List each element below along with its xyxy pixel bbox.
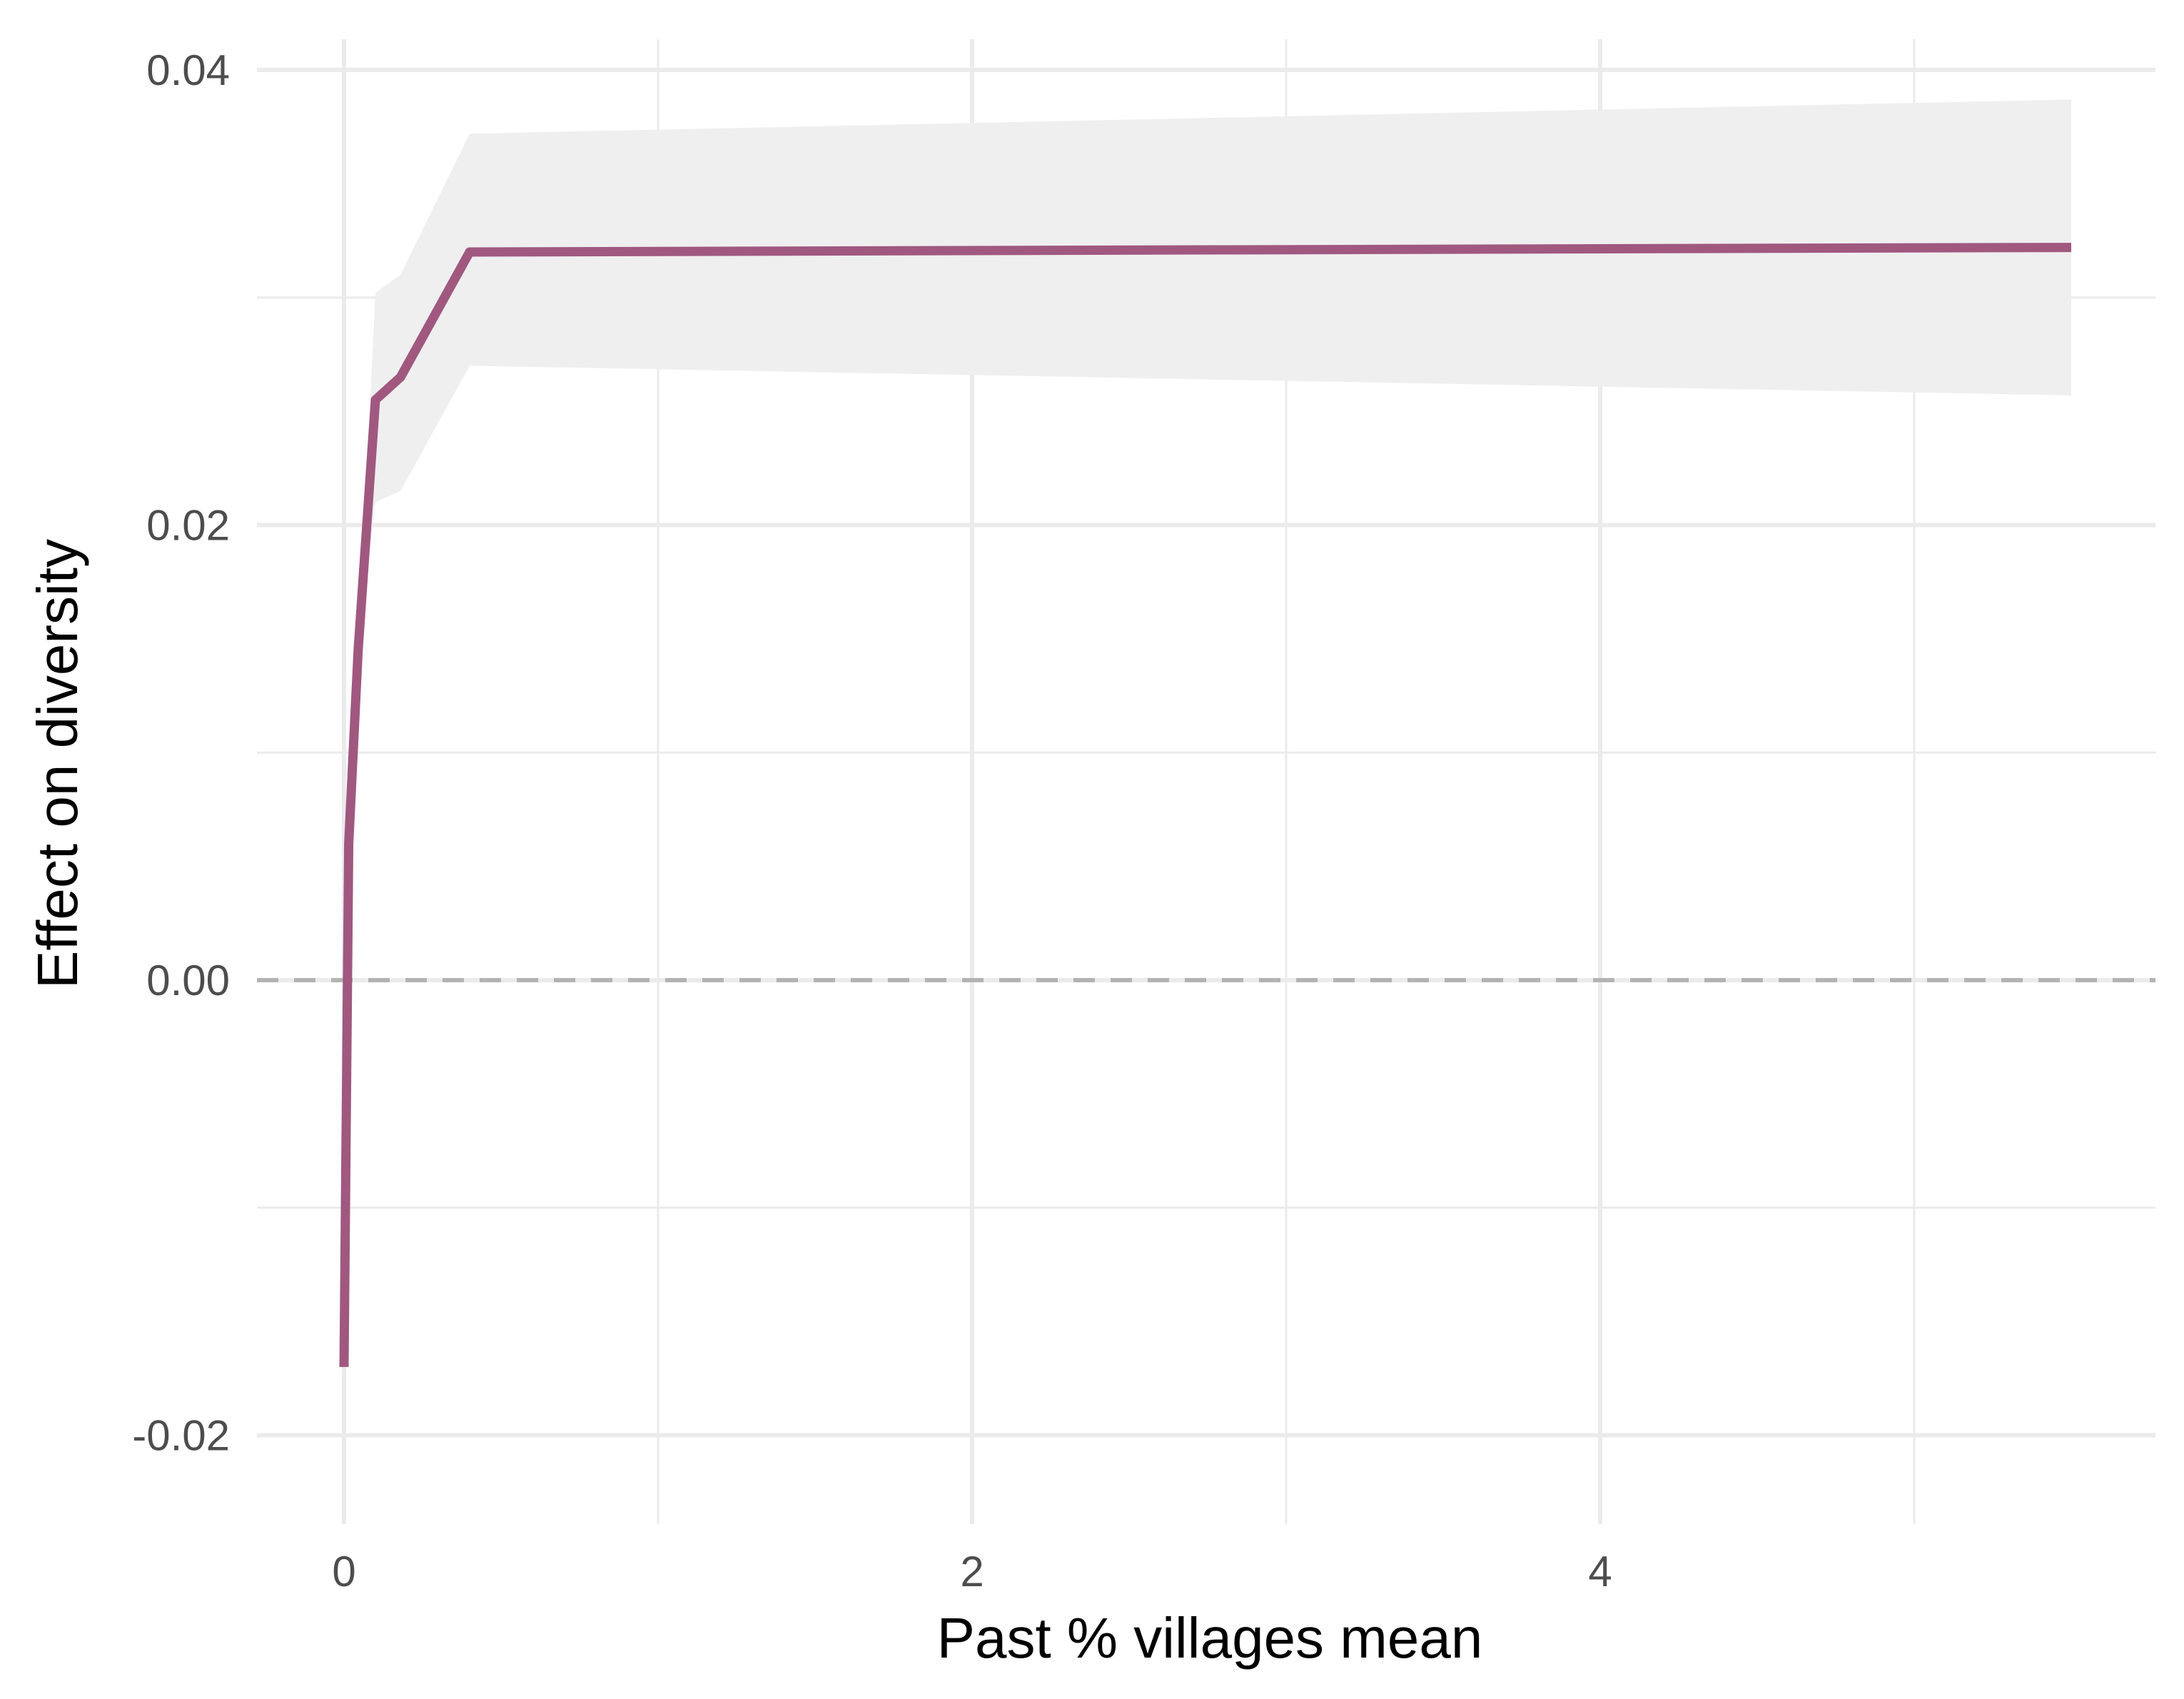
series-line bbox=[339, 243, 2072, 1367]
y-tick-label: -0.02 bbox=[132, 1412, 230, 1460]
x-tick-labels: 0 2 4 bbox=[332, 1548, 1612, 1595]
x-tick-label: 4 bbox=[1588, 1548, 1612, 1595]
confidence-band-layer bbox=[344, 99, 2071, 1367]
y-tick-label: 0.04 bbox=[146, 46, 230, 94]
y-axis-title: Effect on diversity bbox=[26, 539, 89, 989]
y-tick-label: 0.02 bbox=[146, 502, 230, 550]
x-axis-title: Past % villages mean bbox=[937, 1606, 1483, 1670]
y-tick-label: 0.00 bbox=[146, 957, 230, 1004]
confidence-band bbox=[344, 99, 2071, 1367]
x-tick-label: 2 bbox=[960, 1548, 984, 1595]
x-tick-label: 0 bbox=[332, 1548, 355, 1595]
y-tick-labels: -0.02 0.00 0.02 0.04 bbox=[132, 46, 230, 1460]
series-line-layer bbox=[339, 243, 2072, 1367]
